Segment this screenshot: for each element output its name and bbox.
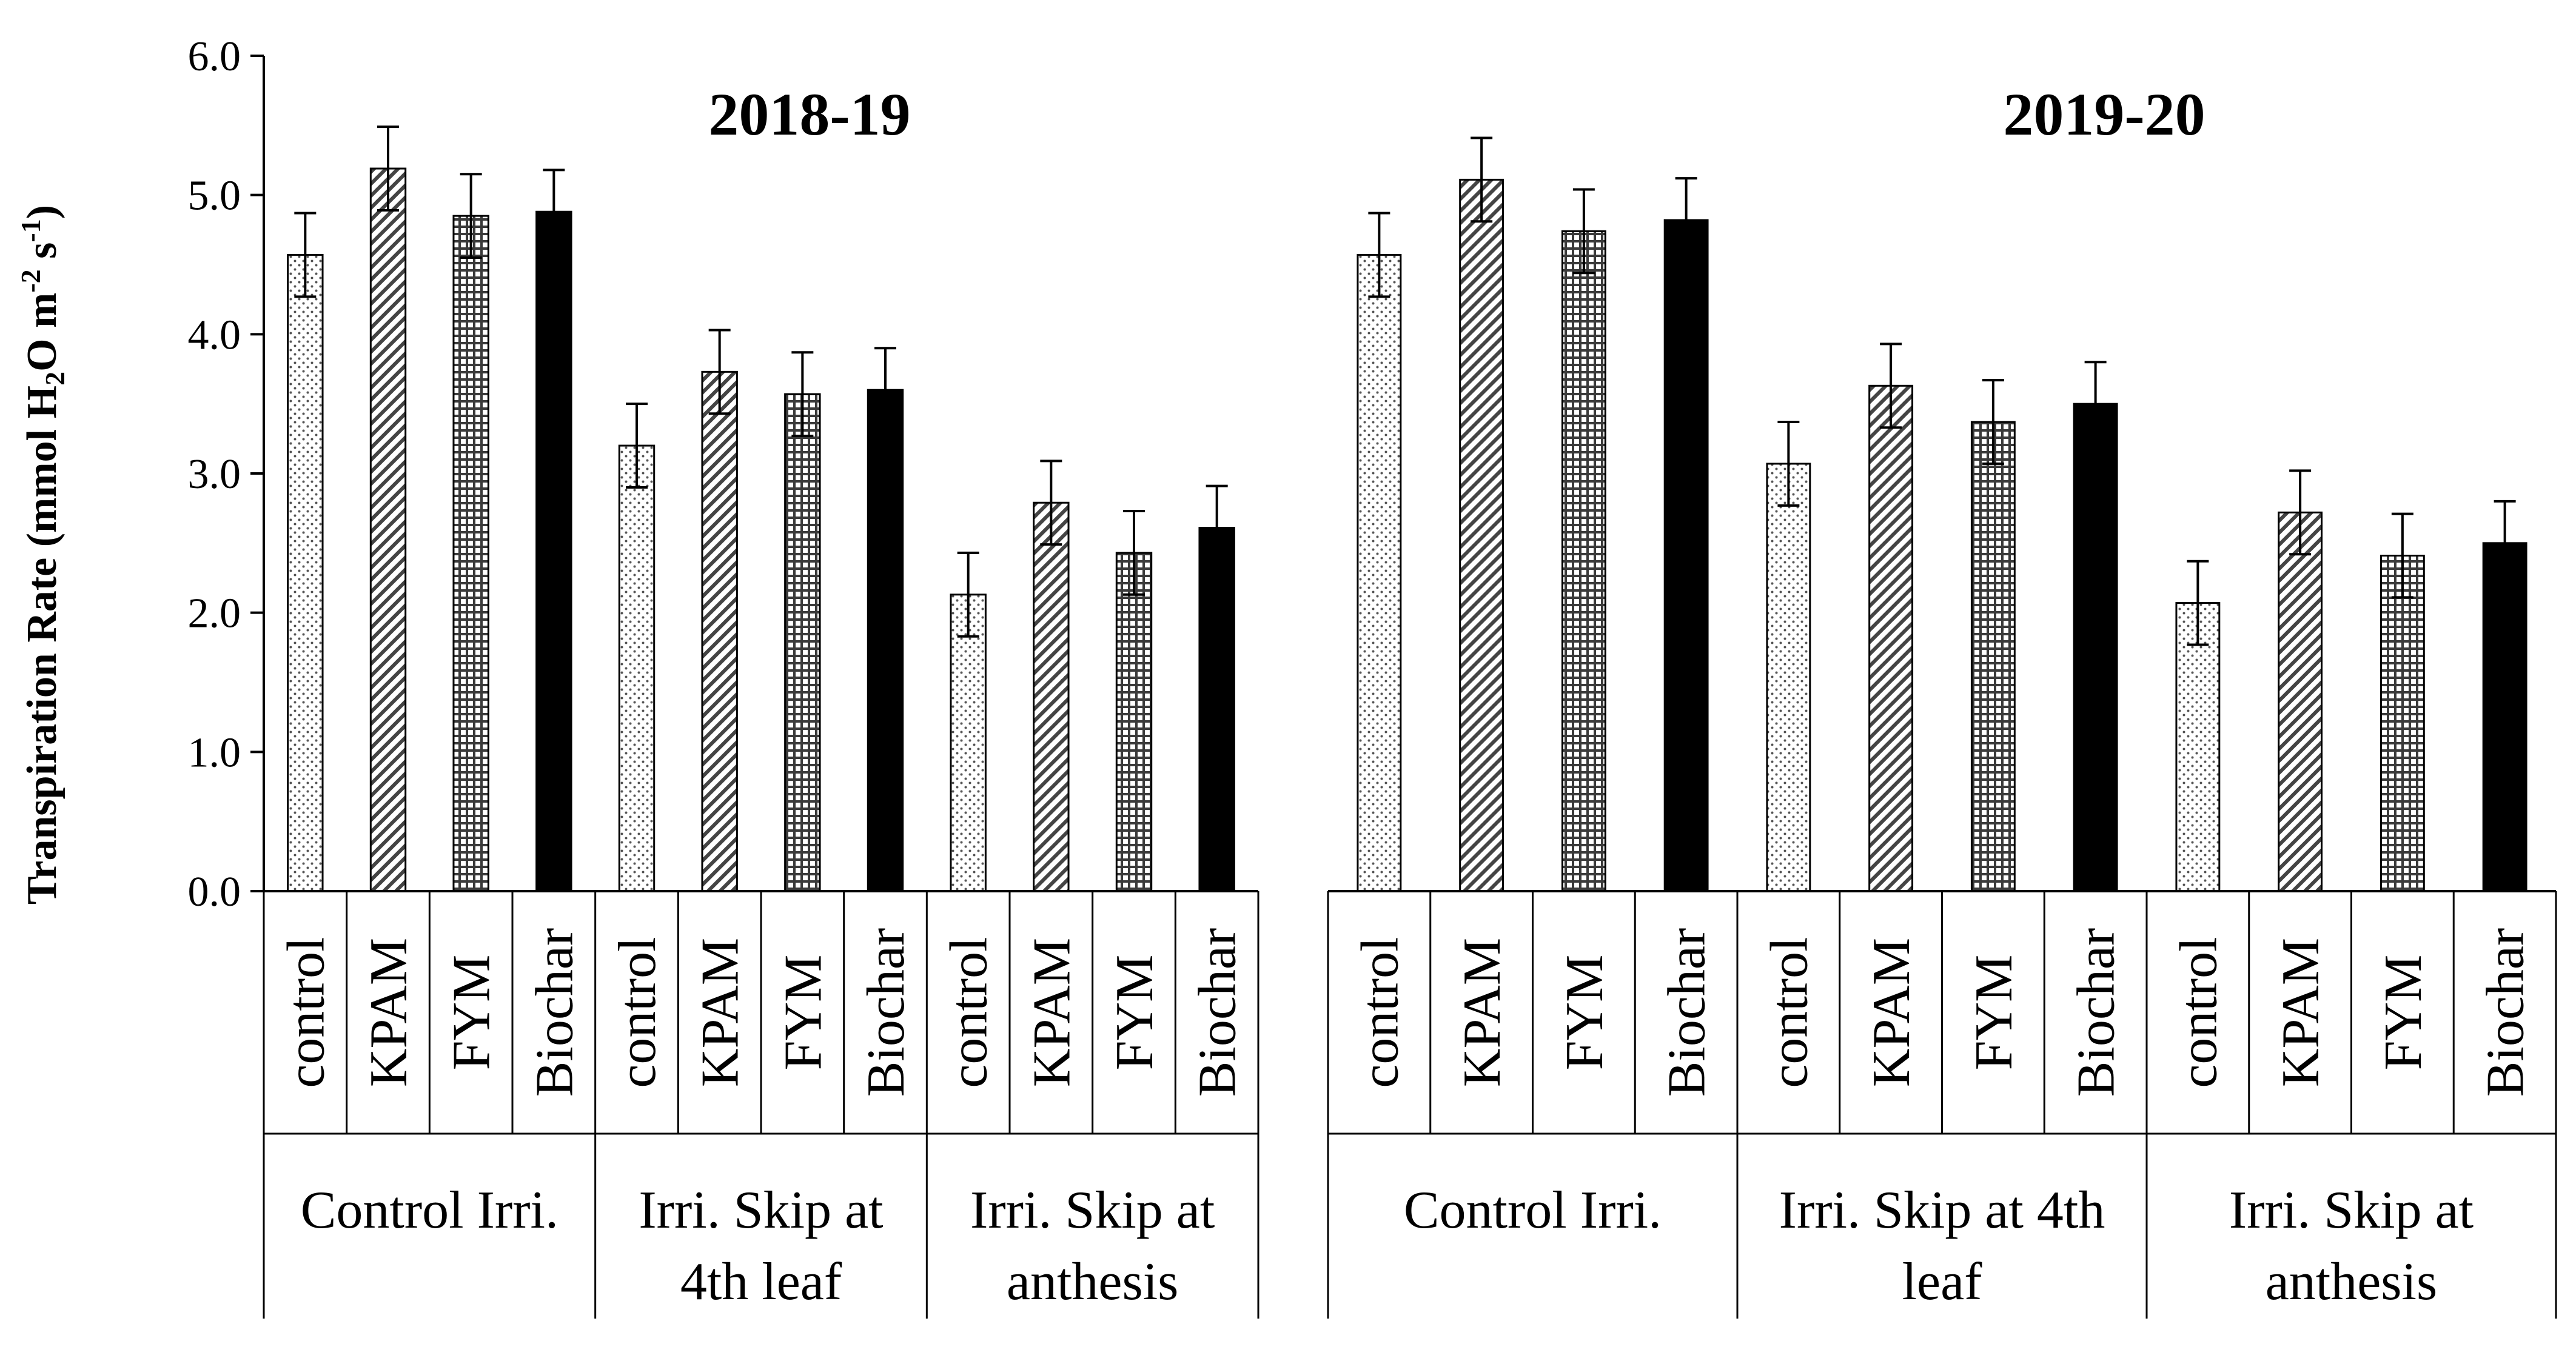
y-tick-label: 2.0 bbox=[188, 590, 241, 637]
treatment-label: Biochar bbox=[525, 928, 584, 1097]
treatment-label: KPAM bbox=[360, 938, 418, 1087]
y-tick-label: 5.0 bbox=[188, 173, 241, 219]
group-label: Irri. Skip at bbox=[2229, 1181, 2474, 1240]
treatment-label: control bbox=[1350, 937, 1409, 1088]
group-label: Irri. Skip at 4th bbox=[1779, 1181, 2105, 1240]
treatment-label: Biochar bbox=[2067, 928, 2126, 1097]
category-axis: 2018-19 Control Irri. control KPAM FYM Biocha… bbox=[263, 81, 2557, 1319]
group-label: Control Irri. bbox=[1404, 1181, 1662, 1240]
treatment-label: FYM bbox=[774, 955, 833, 1071]
bar-biochar bbox=[1198, 527, 1235, 892]
treatment-label: FYM bbox=[443, 955, 501, 1071]
treatment-label: KPAM bbox=[2272, 938, 2330, 1087]
treatment-label: FYM bbox=[2374, 955, 2433, 1071]
group-label: leaf bbox=[1902, 1252, 1983, 1311]
group-label: anthesis bbox=[2266, 1252, 2438, 1311]
treatment-label: Biochar bbox=[2477, 928, 2535, 1097]
treatment-label: Biochar bbox=[1189, 928, 1247, 1097]
treatment-label: Biochar bbox=[1658, 928, 1717, 1097]
bar-biochar bbox=[2073, 403, 2118, 892]
group-label: Irri. Skip at bbox=[970, 1181, 1215, 1240]
bar-control bbox=[618, 444, 656, 892]
bar-control bbox=[1766, 463, 1811, 892]
treatment-label: control bbox=[2169, 937, 2228, 1088]
y-tick-label: 6.0 bbox=[188, 33, 241, 80]
panel-title: 2018-19 bbox=[708, 81, 910, 148]
y-tick-label: 3.0 bbox=[188, 451, 241, 498]
bar-control bbox=[1357, 253, 1402, 892]
bar-fym bbox=[1115, 552, 1153, 892]
bar-control bbox=[950, 594, 987, 892]
bars-layer bbox=[287, 125, 2527, 892]
y-axis-label: Transpiration Rate (mmol H2O m-2 s-1) bbox=[15, 205, 70, 905]
group-label: Control Irri. bbox=[301, 1181, 558, 1240]
group-label: anthesis bbox=[1007, 1252, 1179, 1311]
bar-kpam bbox=[2278, 511, 2323, 892]
bar-fym bbox=[452, 215, 489, 892]
bar-biochar bbox=[535, 210, 572, 892]
bar-kpam bbox=[701, 370, 738, 892]
bar-biochar bbox=[867, 389, 904, 892]
bar-biochar bbox=[1663, 219, 1709, 892]
treatment-label: FYM bbox=[1555, 955, 1614, 1071]
bar-fym bbox=[1561, 230, 1606, 892]
treatment-label: control bbox=[940, 937, 999, 1088]
treatment-label: control bbox=[608, 937, 667, 1088]
group-label: Irri. Skip at bbox=[639, 1181, 883, 1240]
treatment-label: Biochar bbox=[857, 928, 916, 1097]
treatment-label: KPAM bbox=[1022, 938, 1081, 1087]
y-tick-label: 1.0 bbox=[188, 729, 241, 776]
bar-control bbox=[2175, 602, 2221, 892]
bar-kpam bbox=[1459, 178, 1504, 892]
bar-fym bbox=[784, 393, 821, 892]
y-axis: 0.0 1.0 2.0 3.0 4.0 5.0 6.0 bbox=[188, 33, 265, 915]
bar-biochar bbox=[2482, 542, 2527, 892]
group-label: 4th leaf bbox=[680, 1252, 842, 1311]
bar-kpam bbox=[1033, 501, 1070, 892]
y-tick-label: 0.0 bbox=[188, 869, 241, 915]
treatment-label: KPAM bbox=[1453, 938, 1512, 1087]
bar-control bbox=[287, 253, 324, 892]
treatment-label: control bbox=[1760, 937, 1819, 1088]
bar-fym bbox=[2380, 555, 2425, 892]
bar-kpam bbox=[1868, 384, 1914, 892]
bar-kpam bbox=[369, 167, 407, 892]
panel-title: 2019-20 bbox=[2003, 81, 2205, 148]
y-tick-label: 4.0 bbox=[188, 312, 241, 358]
treatment-label: KPAM bbox=[691, 938, 750, 1087]
treatment-label: KPAM bbox=[1862, 938, 1921, 1087]
treatment-label: control bbox=[277, 937, 335, 1088]
bar-fym bbox=[1970, 421, 2016, 892]
treatment-label: FYM bbox=[1105, 955, 1164, 1071]
treatment-label: FYM bbox=[1965, 955, 2024, 1071]
